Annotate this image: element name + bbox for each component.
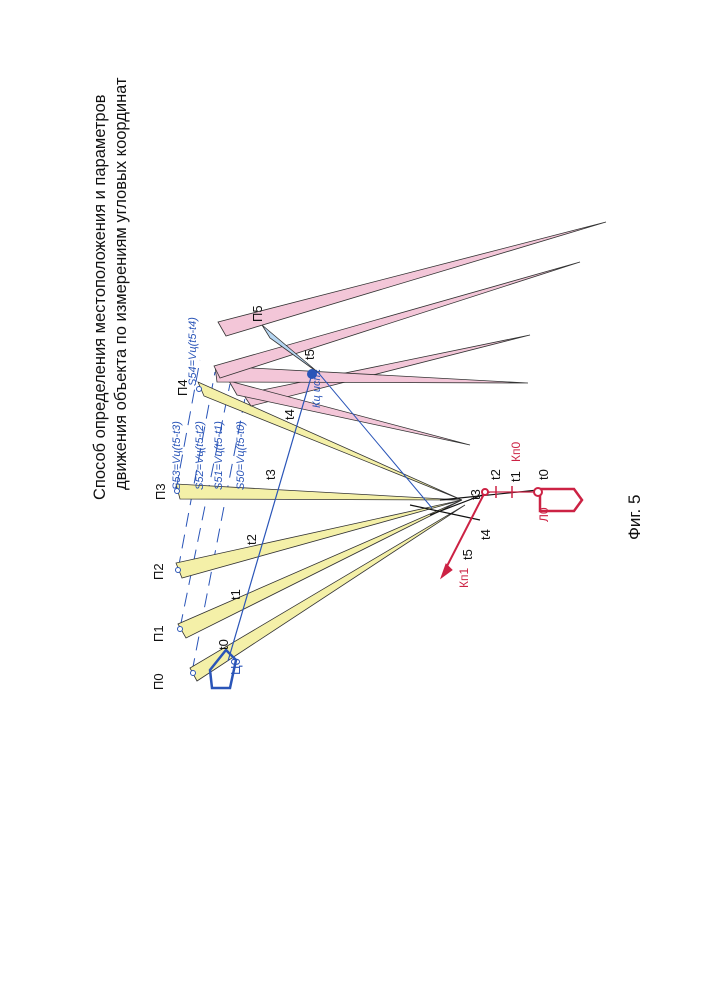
label-red-t4: t4: [478, 529, 493, 540]
label-p1: П1: [151, 625, 166, 642]
label-p5: П5: [250, 305, 265, 322]
title-block: Способ определения местоположения и пара…: [91, 77, 130, 500]
title-line-1: Способ определения местоположения и пара…: [91, 94, 109, 500]
observer-marker-p4: [197, 387, 202, 392]
dashed-guide-1: [180, 384, 230, 628]
label-target-c0: Ц0: [228, 658, 243, 675]
label-red-t0: t0: [536, 469, 551, 480]
formula-s50: S50=Vц(t5-t0): [235, 421, 247, 490]
pink-bearings: [214, 222, 606, 445]
bearing-p5-extension: [316, 370, 432, 508]
label-p2: П2: [151, 563, 166, 580]
own-ship-track: [441, 486, 582, 578]
label-t1: t1: [228, 589, 243, 600]
observer-marker-p0: [191, 671, 196, 676]
label-course-kp0: Кп0: [509, 442, 523, 462]
label-red-t2: t2: [488, 469, 503, 480]
formula-s51: S51=Vц(t5-t1): [213, 421, 225, 490]
label-t5: t5: [302, 349, 317, 360]
pink-bearing-4: [218, 222, 606, 336]
label-red-t5: t5: [460, 549, 475, 560]
own-ship-point-t0: [534, 488, 542, 496]
label-red-t1: t1: [508, 471, 523, 482]
label-p0: П0: [151, 673, 166, 690]
formula-s54: S54=Vц(t5-t4): [187, 317, 199, 386]
label-t3: t3: [263, 469, 278, 480]
own-ship-labels: Л0 Кп0 Кп1 t0 t1 t2 t3 t4 t5: [457, 442, 551, 588]
figure-caption: Фиг. 5: [625, 495, 644, 540]
formula-s53: S53=Vц(t5-t3): [171, 421, 183, 490]
own-ship-arrow: [441, 564, 452, 578]
observer-marker-p1: [178, 627, 183, 632]
formula-s52: S52=Vц(t5-t2): [194, 421, 206, 490]
label-course-kp1: Кп1: [457, 568, 471, 588]
label-red-t3: t3: [468, 489, 483, 500]
bearing-p1: [178, 500, 462, 638]
label-own-ship-l0: Л0: [537, 507, 551, 522]
label-t2: t2: [244, 534, 259, 545]
title-line-2: движения объекта по измерениям угловых к…: [112, 77, 130, 490]
label-target-true-course: Кц ист.: [311, 368, 323, 408]
label-t4: t4: [282, 409, 297, 420]
label-t0: t0: [216, 639, 231, 650]
observer-marker-p2: [176, 568, 181, 573]
label-p3: П3: [153, 483, 168, 500]
